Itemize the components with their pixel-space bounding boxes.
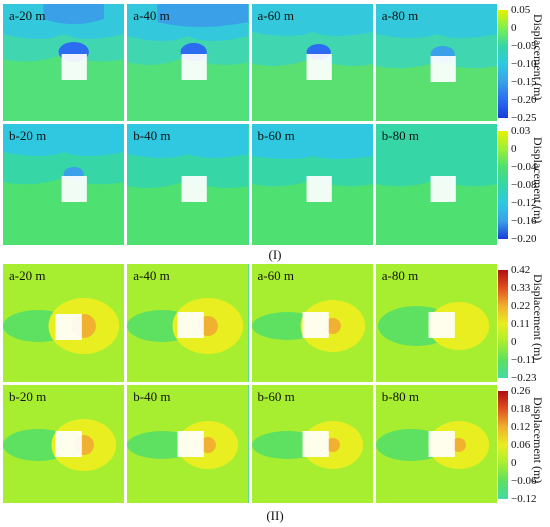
contour-panel: a-20 m [3,264,125,382]
colorbar-tick-label: −0.06 [511,475,537,487]
colorbar-tick-label: 0 [511,143,517,155]
colorbar-tick-label: 0.03 [511,125,531,137]
panel-grid-II-row-a: a-20 m a-40 m a-60 m [3,264,497,382]
colorbar-tick-label: −0.12 [511,197,537,209]
colorbar-tick-label: 0.42 [511,264,531,276]
colorbar-title: Displacement (m) [531,274,545,361]
contour-panel: a-60 m [251,264,373,382]
contour-panel: b-20 m [3,385,125,503]
colorbar-tick-label: 0 [511,336,517,348]
colorbar-tick-label: −0.20 [511,94,537,106]
colorbar-tick-label: −0.12 [511,493,537,505]
colorbar-tick-label: −0.23 [511,372,537,384]
section-label: (II) [266,508,284,523]
contour-panel: a-40 m [127,264,249,382]
colorbar-tick-label: −0.11 [511,354,537,366]
panel-label: b-20 m [9,128,47,143]
panel-grid-II-row-b: b-20 m b-40 m b-60 m [3,385,497,503]
panel-label: b-40 m [133,128,171,143]
colorbar-tick-label: −0.20 [511,233,537,245]
colorbar-title: Displacement (m) [531,397,545,484]
panel-label: a-20 m [9,8,46,23]
section-vertical-displacement: a-20 m a-40 m a-60 m [0,0,550,262]
colorbar-tick-label: 0.22 [511,300,531,312]
colorbar-tick-label: −0.16 [511,215,537,227]
contour-panel: b-80 m [375,385,497,503]
panel-label: a-80 m [381,8,419,23]
colorbar-tick-label: 0 [511,457,517,469]
colorbar-tick-label: 0 [511,22,517,34]
panel-label: a-80 m [381,268,419,283]
contour-panel: a-20 m [3,4,125,121]
contour-panel: b-20 m [3,124,125,245]
panel-label: a-20 m [9,268,46,283]
colorbar-title: Displacement (m) [531,137,545,224]
panel-label: a-40 m [133,268,170,283]
panel-label: a-60 m [257,8,294,23]
panel-label: b-80 m [381,128,419,143]
colorbar-tick-label: −0.25 [511,112,537,124]
colorbar-tick-label: 0.11 [511,318,530,330]
contour-panel: b-40 m [127,124,249,245]
contour-panel: a-40 m [127,4,249,121]
contour-panel: b-80 m [375,124,497,245]
section-label: (I) [268,247,282,262]
panel-label: b-20 m [9,389,47,404]
colorbar-II-a [498,270,508,378]
section-horizontal-displacement: a-20 m a-40 m a-60 m [0,262,550,527]
colorbar-tick-label: −0.04 [511,161,537,173]
colorbar-tick-label: 0.05 [511,4,531,16]
colorbar-I-a [498,10,508,118]
colorbar-tick-label: 0.26 [511,385,531,397]
panel-label: b-80 m [381,389,419,404]
panel-label: a-60 m [257,268,294,283]
colorbar-tick-label: −0.15 [511,76,537,88]
colorbar-I-b [498,131,508,239]
contour-panel: a-80 m [375,4,497,121]
colorbar-tick-label: 0.12 [511,421,531,433]
contour-panel: a-60 m [251,4,373,121]
colorbar-tick-label: −0.08 [511,179,537,191]
colorbar-tick-label: −0.10 [511,58,537,70]
panel-label: b-60 m [257,128,295,143]
colorbar-tick-label: 0.06 [511,439,531,451]
panel-label: a-40 m [133,8,170,23]
colorbar-tick-label: 0.18 [511,403,531,415]
contour-panel: b-60 m [251,124,373,245]
colorbar-title: Displacement (m) [531,14,545,101]
panel-label: b-60 m [257,389,295,404]
colorbar-II-b [498,391,508,499]
panel-label: b-40 m [133,389,171,404]
contour-panel: b-60 m [251,385,373,503]
contour-panel: b-40 m [127,385,249,503]
contour-panel: a-80 m [375,264,497,382]
panel-grid-I-row-a: a-20 m a-40 m a-60 m [3,4,497,121]
colorbar-tick-label: −0.05 [511,40,537,52]
panel-grid-I-row-b: b-20 m b-40 m b-60 m [3,124,497,245]
colorbar-tick-label: 0.33 [511,282,531,294]
